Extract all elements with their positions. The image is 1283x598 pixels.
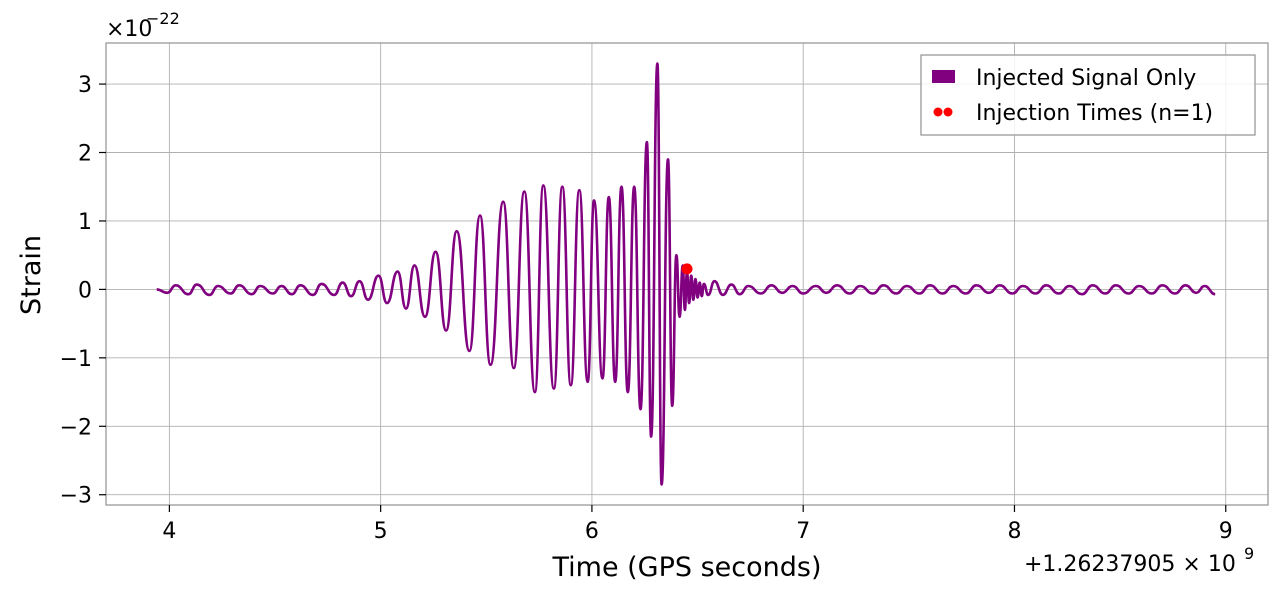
y-ticks: −3 −2 −1 0 1 2 3: [60, 73, 106, 509]
x-offset-factor: +1.26237905 × 10 9: [1024, 544, 1254, 577]
injection-point: [681, 263, 693, 275]
legend: Injected Signal Only Injection Times (n=…: [920, 54, 1256, 136]
x-tick-label: 8: [1007, 519, 1021, 544]
legend-label-injection: Injection Times (n=1): [976, 101, 1213, 126]
y-scale-exponent: −22: [146, 9, 180, 28]
x-tick-label: 4: [162, 519, 176, 544]
legend-marker-injection-a: [933, 107, 943, 117]
y-scale-factor: ×10 −22: [106, 9, 180, 42]
x-tick-label: 6: [585, 519, 599, 544]
plot-area: [156, 62, 1216, 486]
legend-swatch-signal: [932, 70, 955, 83]
plot-frame: [105, 42, 1269, 506]
x-tick-label: 5: [374, 519, 388, 544]
y-tick-label: 0: [78, 278, 92, 303]
x-offset-text: +1.26237905 × 10: [1024, 552, 1236, 577]
x-axis-label: Time (GPS seconds): [551, 552, 821, 583]
legend-marker-injection-b: [943, 107, 953, 117]
x-tick-label: 9: [1219, 519, 1233, 544]
y-tick-label: −3: [60, 484, 92, 509]
y-tick-label: −1: [60, 347, 92, 372]
y-tick-label: 1: [78, 210, 92, 235]
y-tick-label: −2: [60, 415, 92, 440]
y-tick-label: 2: [78, 142, 92, 167]
signal-line: [156, 62, 1216, 486]
legend-frame: [920, 54, 1256, 136]
y-axis-label: Strain: [16, 235, 47, 315]
y-scale-text: ×10: [106, 17, 152, 42]
x-tick-label: 7: [796, 519, 810, 544]
legend-label-signal: Injected Signal Only: [976, 66, 1196, 91]
x-ticks: 4 5 6 7 8 9: [162, 505, 1233, 544]
x-offset-exponent: 9: [1244, 544, 1254, 563]
y-tick-label: 3: [78, 73, 92, 98]
